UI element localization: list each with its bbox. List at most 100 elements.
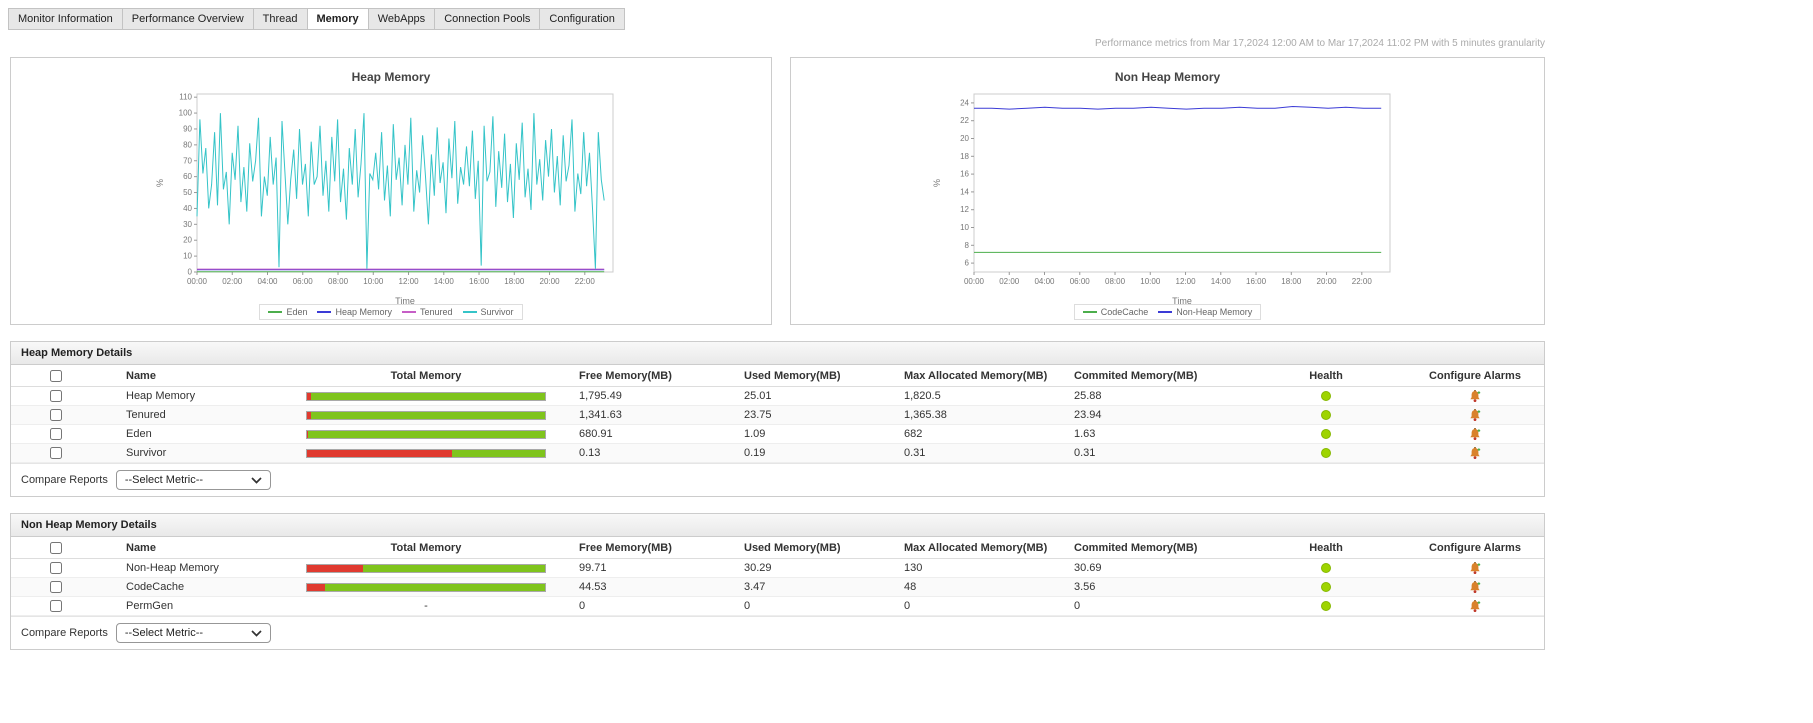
svg-text:12: 12 [960,205,969,214]
configure-alarm-icon[interactable] [1469,427,1481,441]
configure-alarm-icon[interactable] [1469,580,1481,594]
row-checkbox[interactable] [50,447,62,459]
svg-text:08:00: 08:00 [328,277,349,286]
configure-alarm-icon[interactable] [1469,561,1481,575]
memory-usage-bar [306,429,546,439]
heap-memory-chart-panel: Heap Memory 0 10 20 30 40 50 60 70 80 90 100 110 00:… [10,57,772,325]
total-memory-bar [281,409,571,421]
compare-reports-label: Compare Reports [21,627,108,639]
tab-bar: Monitor Information Performance Overview T… [8,8,625,30]
configure-alarm-icon[interactable] [1469,408,1481,422]
select-all-checkbox[interactable] [50,541,62,554]
legend-swatch [317,311,332,313]
configure-alarm-icon[interactable] [1469,446,1481,460]
row-select-cell [11,409,101,421]
legend-swatch [268,311,283,313]
column-header-max-allocated-memory-mb: Max Allocated Memory(MB) [904,541,1048,554]
used-memory-value: 1.09 [744,428,766,440]
heap-chart-title: Heap Memory [351,70,431,84]
column-header-name: Name [126,369,156,382]
tab-configuration[interactable]: Configuration [539,8,625,30]
compare-reports-label: Compare Reports [21,474,108,486]
column-header-free-memory-mb: Free Memory(MB) [579,541,672,554]
non-heap-memory-chart-panel: Non Heap Memory 6 8 10 12 14 16 18 20 22 24 00:00 0… [790,57,1545,325]
chevron-down-icon [251,476,262,484]
tab-performance-overview[interactable]: Performance Overview [121,8,254,30]
used-memory-value: 30.29 [744,562,772,574]
tab-webapps[interactable]: WebApps [367,8,436,30]
committed-memory-value: 1.63 [1074,428,1096,440]
memory-used-portion [307,411,312,419]
select-all-cell [11,369,101,382]
svg-text:%: % [155,179,165,187]
memory-used-portion [307,392,311,400]
svg-text:04:00: 04:00 [257,277,278,286]
health-cell [1246,410,1406,420]
heap-chart-legend: Eden Heap Memory Tenured Survivor [11,304,771,320]
svg-text:10: 10 [960,223,969,232]
health-status-icon [1321,582,1331,592]
heap-section-title: Heap Memory Details [11,342,1544,365]
svg-text:70: 70 [183,156,192,165]
total-memory-bar [281,390,571,402]
configure-alarms-cell [1406,580,1544,594]
column-header-used-memory-mb: Used Memory(MB) [744,541,841,554]
svg-text:22: 22 [960,116,969,125]
free-memory-value: 1,341.63 [579,409,622,421]
committed-memory-value: 30.69 [1074,562,1102,574]
free-memory-value: 0.13 [579,447,601,459]
heap-metric-select[interactable]: --Select Metric-- [115,470,271,490]
svg-text:20:00: 20:00 [1316,277,1337,286]
health-status-icon [1321,601,1331,611]
heap-chart-canvas-holder: 0 10 20 30 40 50 60 70 80 90 100 110 00:00 02:00 04:00… [11,86,771,308]
committed-memory-value: 0 [1074,600,1081,612]
svg-text:06:00: 06:00 [1069,277,1090,286]
row-checkbox[interactable] [50,600,62,612]
non-heap-chart-canvas-holder: 6 8 10 12 14 16 18 20 22 24 00:00 02:00 04:00 06:00 08… [791,86,1544,308]
alarm-bell-glyph [1470,389,1481,402]
row-checkbox[interactable] [50,581,62,593]
alarm-bell-glyph [1470,580,1481,593]
svg-text:60: 60 [183,172,192,181]
tab-monitor-information[interactable]: Monitor Information [8,8,123,30]
row-checkbox[interactable] [50,409,62,421]
non-heap-metric-select[interactable]: --Select Metric-- [115,623,271,643]
table-row-heap-memory: Heap Memory 1,795.49 25.01 1,820.5 25.88 [11,387,1544,406]
legend-swatch [1158,311,1173,313]
select-all-cell [11,541,101,554]
configure-alarms-cell [1406,599,1544,613]
column-header-total-memory: Total Memory [390,369,462,382]
tab-memory[interactable]: Memory [306,8,369,30]
legend-item-codecache: CodeCache [1082,307,1149,317]
metric-name: Non-Heap Memory [126,562,219,574]
configure-alarm-icon[interactable] [1469,389,1481,403]
non-heap-table-header: Name Total Memory Free Memory(MB) Used Memo… [11,537,1544,559]
row-checkbox[interactable] [50,390,62,402]
legend-swatch [1082,311,1097,313]
heap-memory-details-section: Heap Memory Details Name Total Memory Free… [10,341,1545,497]
max-allocated-memory-value: 0 [904,600,911,612]
configure-alarm-icon[interactable] [1469,599,1481,613]
legend-label: CodeCache [1100,307,1149,317]
tab-thread[interactable]: Thread [252,8,308,30]
free-memory-value: 0 [579,600,586,612]
heap-table-body: Heap Memory 1,795.49 25.01 1,820.5 25.88 Tenu… [11,387,1544,463]
table-row-eden: Eden 680.91 1.09 682 1.63 [11,425,1544,444]
alarm-bell-glyph [1470,599,1481,612]
legend-swatch [462,311,477,313]
select-all-checkbox[interactable] [50,369,62,382]
row-checkbox[interactable] [50,562,62,574]
non-heap-chart-title: Non Heap Memory [1114,70,1221,84]
configure-alarms-cell [1406,408,1544,422]
svg-text:0: 0 [188,268,193,277]
svg-text:40: 40 [183,204,192,213]
heap-compare-reports-bar: Compare Reports --Select Metric-- [11,463,1544,496]
svg-text:Time: Time [1172,296,1192,306]
tab-connection-pools[interactable]: Connection Pools [434,8,541,30]
row-select-cell [11,447,101,459]
svg-text:00:00: 00:00 [963,277,984,286]
row-checkbox[interactable] [50,428,62,440]
column-header-max-allocated-memory-mb: Max Allocated Memory(MB) [904,369,1048,382]
max-allocated-memory-value: 130 [904,562,923,574]
max-allocated-memory-value: 682 [904,428,923,440]
